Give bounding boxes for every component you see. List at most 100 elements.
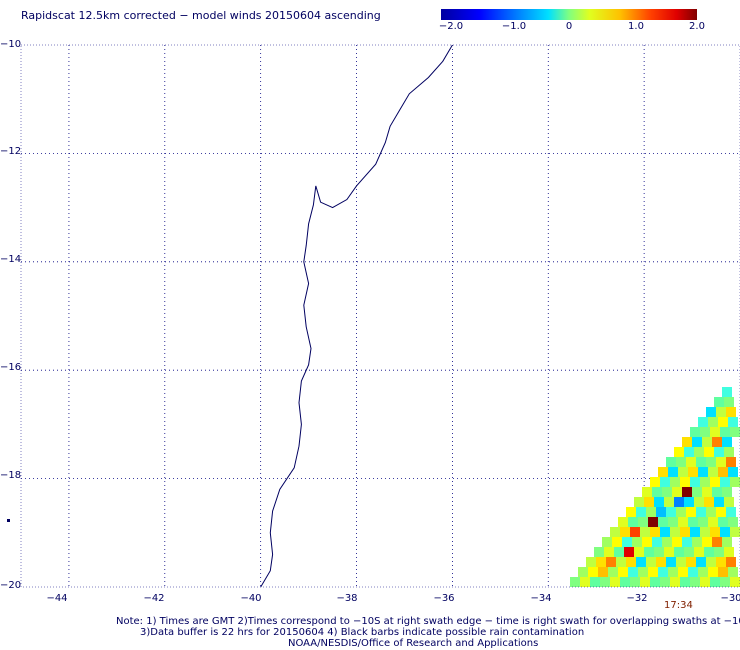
- lon-label: −36: [433, 593, 455, 604]
- wind-cell: [610, 577, 620, 587]
- wind-cell: [646, 507, 656, 517]
- wind-cell: [590, 577, 600, 587]
- wind-cell: [674, 497, 684, 507]
- wind-cell: [684, 547, 694, 557]
- colorbar-tick: −1.0: [501, 21, 527, 32]
- wind-cell: [606, 557, 616, 567]
- wind-cell: [726, 407, 736, 417]
- wind-cell: [670, 527, 680, 537]
- wind-cell: [642, 487, 652, 497]
- wind-cell: [604, 547, 614, 557]
- wind-cell: [720, 427, 730, 437]
- wind-cell: [648, 517, 658, 527]
- wind-cell: [672, 487, 682, 497]
- wind-cell: [706, 557, 716, 567]
- wind-cell: [620, 527, 630, 537]
- wind-cell: [686, 507, 696, 517]
- wind-cell: [578, 567, 588, 577]
- wind-cell: [728, 567, 738, 577]
- lat-label: −12: [0, 146, 22, 157]
- wind-cell: [702, 537, 712, 547]
- wind-cell: [696, 457, 706, 467]
- wind-cell: [658, 467, 668, 477]
- note-line-2: 3)Data buffer is 22 hrs for 20150604 4) …: [140, 627, 585, 638]
- wind-cell: [654, 497, 664, 507]
- wind-cell: [634, 497, 644, 507]
- wind-cell: [706, 407, 716, 417]
- wind-cell: [650, 477, 660, 487]
- island-marker: [7, 519, 10, 522]
- wind-cell: [612, 537, 622, 547]
- wind-cell: [650, 577, 660, 587]
- wind-cell: [684, 497, 694, 507]
- wind-cell: [638, 517, 648, 527]
- wind-cell: [678, 567, 688, 577]
- wind-cell: [730, 577, 740, 587]
- wind-cell: [632, 537, 642, 547]
- wind-cell: [666, 507, 676, 517]
- wind-cell: [714, 497, 724, 507]
- wind-cell: [710, 527, 720, 537]
- wind-cell: [630, 577, 640, 587]
- wind-cell: [642, 537, 652, 547]
- wind-cell: [718, 417, 728, 427]
- wind-cell: [696, 557, 706, 567]
- wind-cell: [656, 507, 666, 517]
- wind-cell: [714, 447, 724, 457]
- wind-cell: [656, 557, 666, 567]
- wind-cell: [726, 457, 736, 467]
- lon-label: −42: [143, 593, 165, 604]
- wind-cell: [628, 567, 638, 577]
- note-line-3: NOAA/NESDIS/Office of Research and Appli…: [288, 638, 539, 649]
- wind-cell: [724, 447, 734, 457]
- wind-cell: [682, 537, 692, 547]
- wind-cell: [682, 487, 692, 497]
- wind-cell: [718, 517, 728, 527]
- wind-cell: [666, 557, 676, 567]
- map-frame: [20, 44, 740, 588]
- wind-cell: [618, 517, 628, 527]
- wind-cell: [668, 467, 678, 477]
- map-title: Rapidscat 12.5km corrected − model winds…: [21, 9, 381, 22]
- wind-cell: [594, 547, 604, 557]
- wind-cell: [698, 567, 708, 577]
- wind-cell: [722, 537, 732, 547]
- wind-cell: [640, 577, 650, 587]
- wind-cell: [616, 557, 626, 567]
- wind-cell: [610, 527, 620, 537]
- wind-cell: [570, 577, 580, 587]
- wind-cell: [724, 497, 734, 507]
- wind-cell: [704, 447, 714, 457]
- wind-cell: [628, 517, 638, 527]
- wind-cell: [722, 487, 732, 497]
- wind-cell: [700, 427, 710, 437]
- wind-cell: [636, 507, 646, 517]
- wind-cell: [662, 487, 672, 497]
- wind-cell: [586, 557, 596, 567]
- wind-cell: [640, 527, 650, 537]
- wind-cell: [694, 497, 704, 507]
- wind-cell: [706, 457, 716, 467]
- wind-cell: [714, 397, 724, 407]
- wind-cell: [716, 507, 726, 517]
- lat-label: −20: [0, 580, 22, 591]
- wind-cell: [730, 527, 740, 537]
- wind-cell: [724, 547, 734, 557]
- wind-cell: [636, 557, 646, 567]
- wind-cell: [658, 567, 668, 577]
- wind-cell: [644, 497, 654, 507]
- wind-cell: [730, 477, 740, 487]
- wind-cell: [712, 487, 722, 497]
- wind-cell: [654, 547, 664, 557]
- wind-cell: [708, 567, 718, 577]
- wind-cell: [710, 477, 720, 487]
- wind-cell: [602, 537, 612, 547]
- wind-cell: [680, 577, 690, 587]
- wind-cell: [698, 417, 708, 427]
- wind-cell: [728, 517, 738, 527]
- wind-cell: [650, 527, 660, 537]
- wind-cell: [716, 557, 726, 567]
- wind-cell: [698, 467, 708, 477]
- wind-cell: [690, 427, 700, 437]
- wind-cell: [676, 457, 686, 467]
